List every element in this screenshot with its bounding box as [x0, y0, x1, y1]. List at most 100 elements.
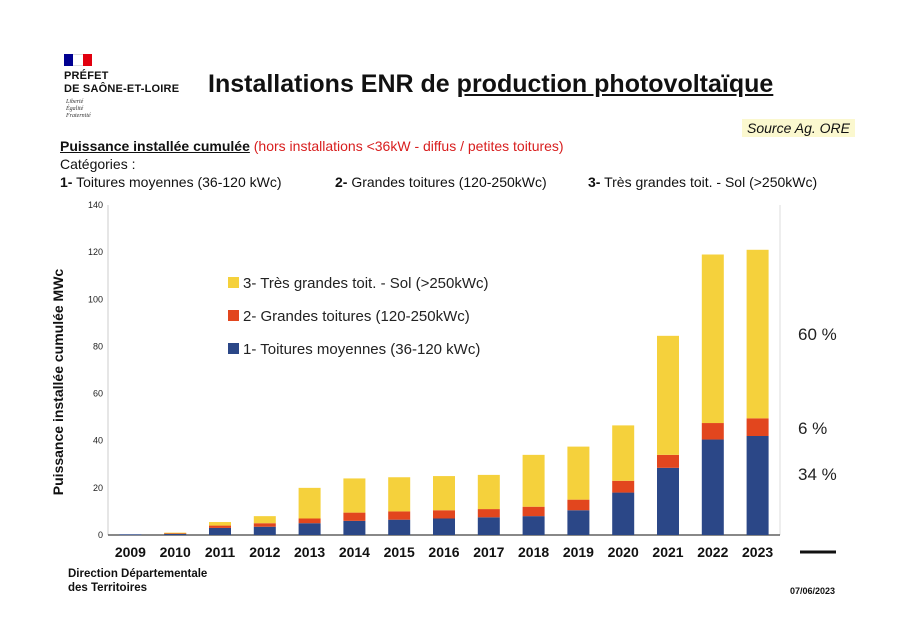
y-tick-label: 20 — [93, 483, 103, 493]
bar-segment-2018-series-2 — [522, 506, 545, 517]
subtitle-main: Puissance installée cumulée — [60, 138, 250, 154]
category-item-2: 2- Grandes toitures (120-250kWc) — [335, 174, 547, 190]
x-tick-label-2021: 2021 — [652, 544, 683, 560]
bar-segment-2016-series-1 — [433, 518, 455, 535]
share-annotation-1: 34 % — [798, 465, 837, 484]
x-tick-label-2014: 2014 — [339, 544, 370, 560]
legend-swatch-2 — [228, 310, 239, 321]
bar-segment-2020-series-2 — [612, 480, 635, 493]
category-2-text: Grandes toitures (120-250kWc) — [351, 174, 547, 190]
bar-segment-2017-series-1 — [477, 517, 500, 535]
bar-segment-2021-series-1 — [657, 467, 679, 535]
legend-label-1: 1- Toitures moyennes (36-120 kWc) — [243, 341, 480, 358]
legend-label-2: 2- Grandes toitures (120-250kWc) — [243, 308, 470, 325]
category-1-text: Toitures moyennes (36-120 kWc) — [76, 174, 282, 190]
bar-segment-2021-series-3 — [657, 335, 679, 455]
source-badge: Source Ag. ORE — [742, 119, 855, 137]
x-tick-label-2020: 2020 — [608, 544, 639, 560]
category-2-num: 2- — [335, 174, 348, 190]
bar-segment-2014-series-2 — [343, 512, 366, 521]
bar-segment-2015-series-2 — [388, 511, 411, 520]
x-tick-label-2018: 2018 — [518, 544, 549, 560]
x-tick-label-2019: 2019 — [563, 544, 594, 560]
bar-segment-2022-series-1 — [701, 439, 724, 535]
footer-direction-line-1: Direction Départementale — [68, 568, 208, 580]
x-tick-label-2012: 2012 — [249, 544, 280, 560]
legend-swatch-1 — [228, 343, 239, 354]
bar-segment-2022-series-3 — [701, 254, 724, 424]
bar-segment-2020-series-1 — [612, 492, 635, 535]
x-tick-label-2015: 2015 — [384, 544, 415, 560]
bar-segment-2015-series-1 — [388, 519, 411, 535]
category-item-1: 1- Toitures moyennes (36-120 kWc) — [60, 174, 282, 190]
x-tick-label-2013: 2013 — [294, 544, 325, 560]
flag-blue-stripe — [64, 54, 74, 66]
categories-label: Catégories : — [60, 156, 136, 172]
bar-segment-2012-series-1 — [253, 526, 276, 535]
y-tick-label: 40 — [93, 436, 103, 446]
x-tick-label-2022: 2022 — [697, 544, 728, 560]
bar-segment-2009-series-1 — [119, 534, 142, 536]
french-flag-icon — [64, 54, 92, 66]
motto-1: Liberté — [66, 99, 84, 105]
bar-segment-2023-series-3 — [746, 249, 769, 419]
y-tick-label: 100 — [88, 294, 103, 304]
bar-segment-2020-series-3 — [612, 425, 635, 481]
bar-segment-2019-series-3 — [567, 446, 590, 500]
footer-direction: Direction Départementale des Territoires — [68, 567, 207, 595]
bar-segment-2023-series-1 — [746, 436, 769, 535]
share-annotation-2: 6 % — [798, 419, 827, 438]
x-tick-label-2011: 2011 — [205, 544, 236, 560]
bar-segment-2023-series-2 — [746, 418, 769, 436]
title-underlined: production photovoltaïque — [456, 70, 774, 98]
x-tick-label-2023: 2023 — [742, 544, 773, 560]
x-tick-label-2009: 2009 — [115, 544, 146, 560]
legend-swatch-3 — [228, 277, 239, 288]
y-tick-label: 60 — [93, 389, 103, 399]
x-tick-label-2010: 2010 — [160, 544, 191, 560]
footer-date: 07/06/2023 — [790, 586, 836, 596]
bar-segment-2013-series-3 — [298, 487, 321, 519]
bar-segment-2013-series-1 — [298, 523, 321, 535]
x-tick-label-2017: 2017 — [473, 544, 504, 560]
bar-segment-2013-series-2 — [298, 518, 321, 524]
category-1-num: 1- — [60, 174, 73, 190]
bar-segment-2010-series-3 — [164, 532, 187, 534]
page-title: Installations ENR de production photovol… — [208, 70, 773, 99]
bar-segment-2017-series-2 — [477, 509, 500, 518]
bar-segment-2018-series-1 — [522, 516, 545, 535]
bar-segment-2011-series-3 — [209, 522, 231, 526]
footer-direction-line-2: des Territoires — [68, 582, 148, 594]
logo-line-2: DE SAÔNE-ET-LOIRE — [64, 83, 180, 95]
prefecture-logo: PRÉFET DE SAÔNE-ET-LOIRE Liberté Égalité… — [60, 54, 200, 124]
title-plain: Installations ENR de — [208, 70, 457, 98]
bar-segment-2012-series-2 — [253, 523, 276, 527]
logo-line-1: PRÉFET — [64, 70, 109, 82]
bar-segment-2019-series-2 — [567, 499, 590, 511]
y-tick-label: 140 — [88, 200, 103, 210]
bar-segment-2022-series-2 — [701, 423, 724, 440]
bar-segment-2014-series-1 — [343, 520, 366, 535]
flag-red-stripe — [82, 54, 92, 66]
bar-segment-2014-series-3 — [343, 478, 366, 513]
bar-segment-2021-series-2 — [657, 454, 679, 468]
bar-segment-2011-series-1 — [209, 527, 231, 535]
y-tick-label: 0 — [98, 530, 103, 540]
motto-3: Fraternité — [66, 113, 91, 119]
chart-subtitle: Puissance installée cumulée (hors instal… — [60, 138, 564, 154]
bar-segment-2010-series-2 — [164, 533, 187, 534]
legend-label-3: 3- Très grandes toit. - Sol (>250kWc) — [243, 275, 489, 292]
category-item-3: 3- Très grandes toit. - Sol (>250kWc) — [588, 174, 817, 190]
bar-segment-2016-series-2 — [433, 510, 455, 519]
share-annotation-3: 60 % — [798, 325, 837, 344]
bar-segment-2010-series-1 — [164, 533, 187, 535]
bar-segment-2012-series-3 — [253, 516, 276, 524]
bar-segment-2016-series-3 — [433, 476, 455, 511]
bar-segment-2015-series-3 — [388, 477, 411, 512]
subtitle-note: (hors installations <36kW - diffus / pet… — [253, 138, 564, 154]
category-3-text: Très grandes toit. - Sol (>250kWc) — [604, 174, 818, 190]
bar-segment-2011-series-2 — [209, 525, 231, 528]
bar-segment-2017-series-3 — [477, 474, 500, 510]
flag-white-stripe — [73, 54, 83, 66]
